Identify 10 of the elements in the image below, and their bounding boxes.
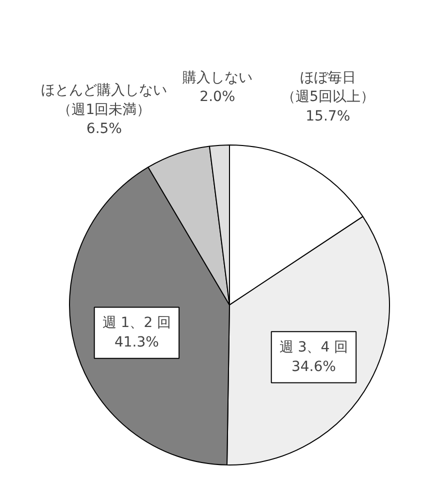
data-label: 41.3% bbox=[114, 334, 159, 350]
slice-label: 購入しない bbox=[182, 70, 252, 86]
slice-label: ほとんど購入しない（週1回未満） bbox=[41, 82, 168, 118]
slice-label: ほぼ毎日（週5回以上） bbox=[281, 70, 374, 106]
data-label: 2.0% bbox=[200, 89, 236, 106]
data-label: 34.6% bbox=[291, 358, 336, 375]
slice-label: 週 3、4 回 bbox=[279, 340, 348, 356]
data-label: 15.7% bbox=[306, 108, 350, 124]
data-label: 6.5% bbox=[86, 121, 122, 138]
slice-label: 週 1、2 回 bbox=[102, 315, 172, 332]
